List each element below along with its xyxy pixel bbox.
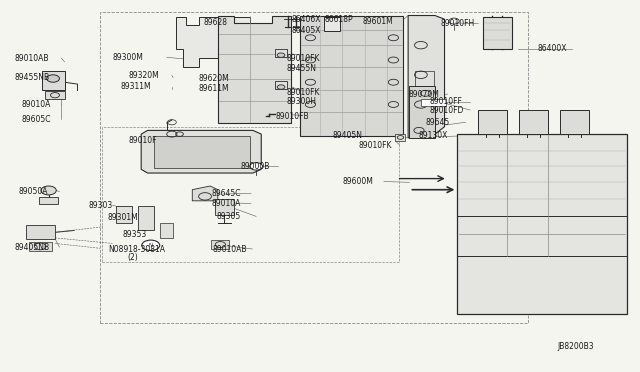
Text: 89000B: 89000B [240,162,269,171]
Text: 89645C: 89645C [211,189,241,198]
Bar [100,12,527,323]
Text: 89130X: 89130X [419,131,449,141]
Bar [415,71,434,93]
Text: 89010FF: 89010FF [430,97,463,106]
Bar [560,110,589,134]
Circle shape [277,53,285,57]
Text: 89645: 89645 [426,118,450,127]
Bar [396,134,405,141]
Circle shape [41,186,56,195]
Text: 89303: 89303 [89,201,113,210]
Text: 89320M: 89320M [129,71,159,80]
Text: 89311M: 89311M [121,82,152,91]
Text: 89455N: 89455N [286,64,316,73]
Bar [29,241,52,251]
Text: 89010AB: 89010AB [212,244,247,253]
Bar [519,110,548,134]
Circle shape [47,75,60,82]
Bar [275,49,287,57]
Text: 89455NB: 89455NB [15,73,50,82]
Bar [161,223,173,238]
Text: 89301M: 89301M [108,213,139,222]
Text: 89305: 89305 [216,212,241,221]
Text: 89405NB: 89405NB [15,243,50,251]
Polygon shape [483,17,511,49]
Circle shape [142,240,160,250]
Polygon shape [192,186,218,201]
Circle shape [277,85,285,89]
Polygon shape [410,86,435,138]
Polygon shape [141,131,261,173]
Text: N: N [148,243,153,248]
Bar [116,206,132,223]
Text: 89628: 89628 [204,18,228,27]
Polygon shape [42,71,65,90]
Text: 89010FK: 89010FK [286,54,319,62]
Bar [39,197,58,204]
Text: 89010A: 89010A [21,100,51,109]
Text: 89611M: 89611M [198,84,229,93]
Bar [214,199,234,215]
Polygon shape [408,16,445,138]
Text: 89010A: 89010A [211,199,241,208]
Polygon shape [154,136,250,168]
Bar [211,240,229,249]
Text: 89010F: 89010F [129,136,157,145]
Polygon shape [218,16,291,123]
Bar [102,127,399,262]
Text: 86405X: 86405X [291,26,321,35]
Text: 89600M: 89600M [342,177,373,186]
Text: 89620M: 89620M [198,74,229,83]
Bar [324,17,340,31]
Bar [478,110,507,134]
Polygon shape [26,225,55,238]
Bar [45,92,65,99]
Text: (2): (2) [127,253,138,262]
Text: 89050A: 89050A [19,187,48,196]
Circle shape [250,163,262,170]
Text: 89605C: 89605C [21,115,51,124]
Text: 89010FB: 89010FB [275,112,309,121]
Text: 89070M: 89070M [408,90,439,99]
Polygon shape [458,134,627,314]
Text: 89353: 89353 [122,230,147,240]
Polygon shape [176,17,259,67]
Bar [421,99,447,106]
Text: 89300M: 89300M [113,53,143,62]
Text: 89300H: 89300H [286,97,316,106]
Text: 86406X: 86406X [291,15,321,24]
Polygon shape [300,16,403,136]
Text: N08918-3081A: N08918-3081A [108,244,165,253]
Text: 89010FD: 89010FD [430,106,464,115]
Text: 89405N: 89405N [333,131,363,141]
Text: 86400X: 86400X [537,44,566,53]
Text: 89010FK: 89010FK [358,141,392,150]
Text: 89010FK: 89010FK [286,88,319,97]
Text: 89601M: 89601M [363,17,394,26]
Text: 89010AB: 89010AB [15,54,49,62]
Text: JB8200B3: JB8200B3 [557,341,594,350]
Text: 86618P: 86618P [324,15,353,24]
Bar [138,206,154,231]
Text: 89010FH: 89010FH [440,19,474,28]
Bar [275,81,287,89]
